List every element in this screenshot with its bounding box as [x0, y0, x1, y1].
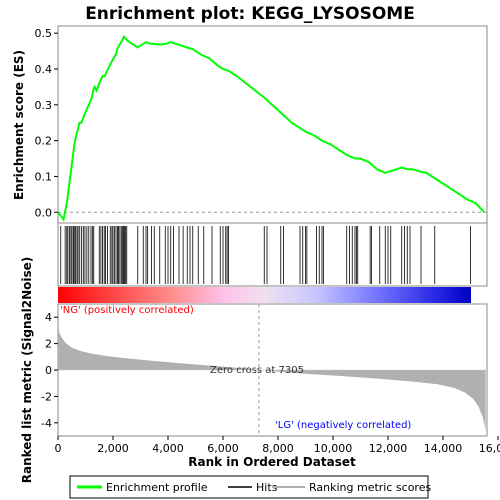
metric-y-tick-label: -2: [41, 390, 52, 403]
metric-y-tick-label: 2: [45, 338, 52, 351]
x-tick-label: 0: [55, 442, 62, 455]
x-tick-label: 10,000: [314, 442, 353, 455]
hits-panel: [57, 222, 488, 287]
x-axis-title: Rank in Ordered Dataset: [188, 455, 356, 469]
metric-y-axis: -4 -2 0 2 4: [41, 311, 58, 430]
legend-label-metric: Ranking metric scores: [309, 481, 431, 494]
x-tick-label: 14,000: [424, 442, 463, 455]
metric-y-tick-label: 4: [45, 311, 52, 324]
x-tick-label: 12,000: [369, 442, 408, 455]
es-panel: 0.0 0.1 0.2 0.3 0.4 0.5 Enrichment score (ES): [12, 25, 488, 224]
negative-correlation-label: 'LG' (negatively correlated): [275, 420, 411, 431]
positive-correlation-label: 'NG' (positively correlated): [60, 305, 194, 316]
es-y-tick-label: 0.0: [35, 206, 53, 219]
enrichment-profile-path: [57, 34, 485, 222]
metric-y-axis-title: Ranked list metric (Signal2Noise): [20, 257, 34, 484]
color-bar-gradient: [58, 287, 471, 303]
es-y-axis-title: Enrichment score (ES): [12, 50, 26, 200]
legend-label-enrichment: Enrichment profile: [106, 481, 208, 494]
metric-area-path: [58, 323, 486, 431]
es-y-axis: 0.0 0.1 0.2 0.3 0.4 0.5: [35, 27, 58, 219]
rank-color-bar: [58, 287, 471, 303]
hit-marks: [60, 226, 471, 284]
es-y-tick-label: 0.3: [35, 99, 53, 112]
x-tick-label: 4,000: [152, 442, 184, 455]
es-y-tick-label: 0.5: [35, 27, 53, 40]
metric-y-tick-label: 0: [45, 364, 52, 377]
zero-cross-label: Zero cross at 7305: [210, 365, 304, 376]
x-axis: 0 2,000 4,000 6,000 8,000 10,000 12,000 14,000 1…: [55, 436, 500, 455]
ranking-metric-area: [58, 323, 487, 431]
x-tick-label: 2,000: [97, 442, 129, 455]
enrichment-profile-line: [57, 34, 485, 222]
es-panel-frame: [57, 25, 488, 224]
legend: Enrichment profile Hits Ranking metric s…: [69, 475, 431, 499]
es-y-tick-label: 0.2: [35, 135, 53, 148]
hits-panel-frame: [57, 222, 488, 287]
chart-title: Enrichment plot: KEGG_LYSOSOME: [85, 4, 415, 24]
es-y-tick-label: 0.1: [35, 170, 53, 183]
x-tick-label: 16,000: [479, 442, 500, 455]
metric-panel: -4 -2 0 2 4 'NG' (positively correlated) 'LG…: [20, 257, 488, 484]
x-tick-label: 6,000: [207, 442, 239, 455]
metric-y-tick-label: -4: [41, 417, 52, 430]
legend-label-hits: Hits: [256, 481, 278, 494]
x-tick-label: 8,000: [262, 442, 294, 455]
es-y-tick-label: 0.4: [35, 63, 53, 76]
